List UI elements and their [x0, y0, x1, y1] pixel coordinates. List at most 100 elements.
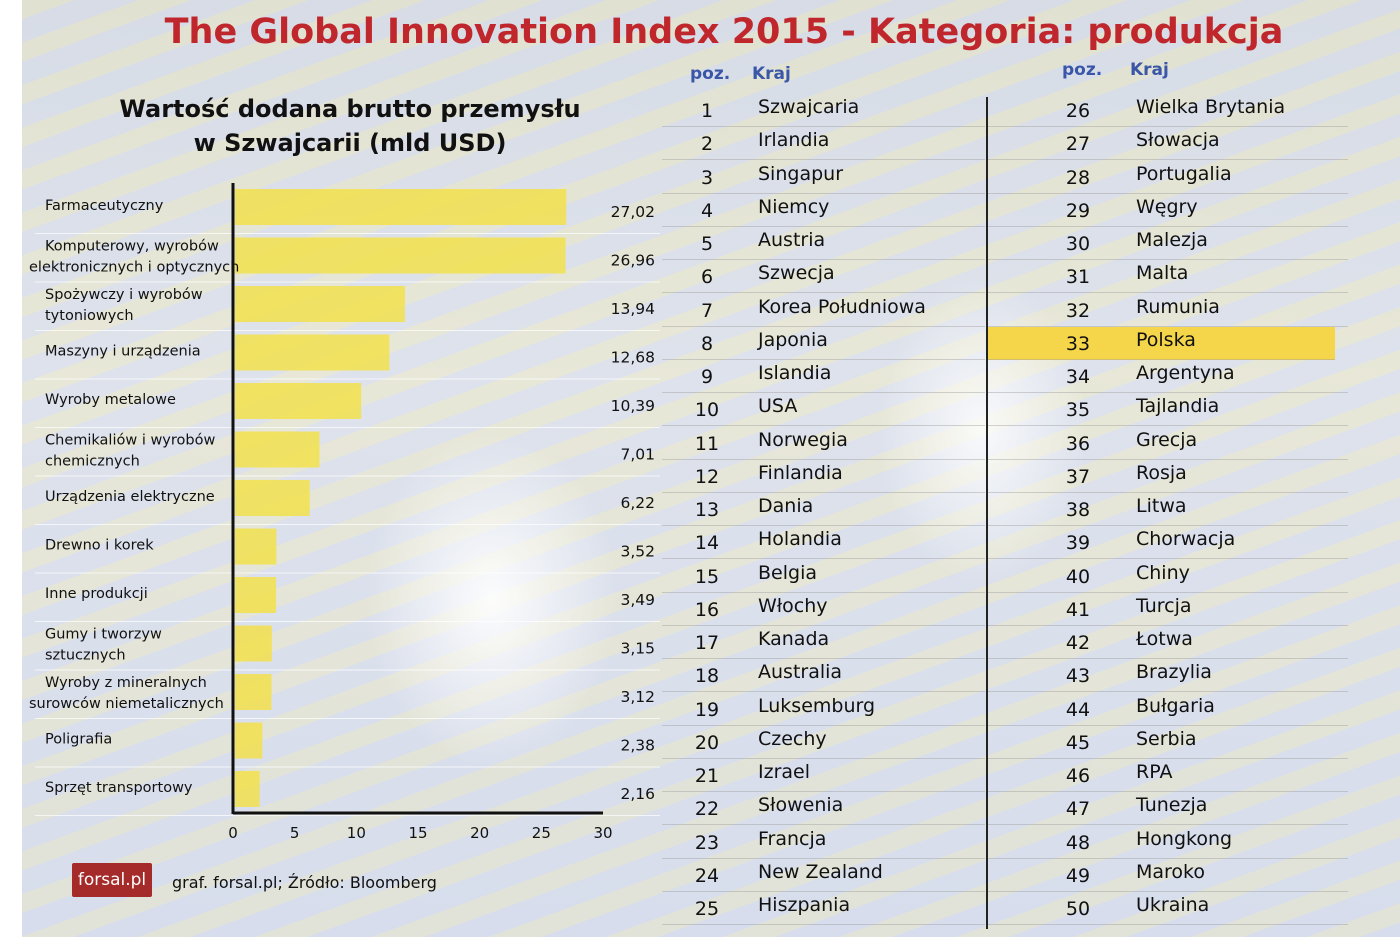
country: Grecja: [1136, 428, 1198, 451]
rank: 9: [700, 366, 714, 388]
table-row: 44 Bułgaria: [988, 693, 1348, 726]
rank: 15: [694, 565, 720, 588]
rank: 4: [700, 199, 714, 222]
table-row: 40 Chiny: [988, 560, 1348, 593]
table-row: 36 Grecja: [988, 427, 1348, 460]
category-label: elektronicznych i optycznych: [29, 260, 239, 276]
rank: 29: [1065, 199, 1091, 222]
table-row: 33 Polska: [988, 326, 1335, 360]
country: Portugalia: [1136, 162, 1232, 185]
table-row: 2 Irlandia: [662, 127, 985, 161]
category-label: Wyroby z mineralnych: [45, 675, 207, 691]
table-row: 42 Łotwa: [988, 626, 1348, 659]
rank: 13: [694, 499, 720, 521]
country: Szwecja: [758, 262, 835, 285]
bar: [235, 625, 272, 662]
page-title: The Global Innovation Index 2015 - Kateg…: [164, 12, 1284, 52]
country: Belgia: [758, 561, 817, 584]
table-row: 20 Czechy: [662, 726, 985, 759]
table-row: 25 Hiszpania: [662, 892, 985, 925]
rank: 48: [1065, 831, 1091, 854]
country: New Zealand: [758, 860, 883, 883]
rank: 25: [694, 898, 720, 920]
rank: 41: [1065, 598, 1091, 621]
category-label: Spożywczy i wyrobów: [45, 287, 203, 303]
rank: 1: [700, 100, 714, 122]
column-divider: [986, 97, 988, 929]
table-row: 29 Węgry: [988, 194, 1348, 227]
x-tick-label: 25: [532, 824, 551, 842]
category-label: chemicznych: [45, 454, 140, 470]
country: Polska: [1136, 328, 1196, 351]
country: Singapur: [758, 162, 843, 185]
rank: 50: [1065, 898, 1091, 920]
table-row: 41 Turcja: [988, 593, 1348, 626]
header-pos-left: poz.: [690, 64, 731, 84]
table-row: 15 Belgia: [662, 560, 985, 593]
rank: 22: [694, 798, 720, 821]
bar: [235, 771, 260, 807]
category-label: Maszyny i urządzenia: [45, 344, 201, 360]
bar: [235, 528, 277, 565]
rank: 14: [694, 532, 720, 555]
rank: 31: [1065, 266, 1091, 289]
category-label: Wyroby metalowe: [45, 392, 176, 408]
table-row: 37 Rosja: [988, 460, 1348, 493]
category-label: Sprzęt transportowy: [45, 780, 193, 796]
country: Australia: [758, 661, 843, 684]
country: Hongkong: [1136, 827, 1233, 850]
country: Islandia: [758, 362, 832, 384]
chart-title-line: w Szwajcarii (mld USD): [193, 129, 507, 157]
table-row: 11 Norwegia: [662, 427, 985, 460]
country: Czechy: [758, 727, 827, 750]
country: Francja: [758, 827, 827, 850]
rank: 20: [694, 731, 720, 754]
rank: 7: [700, 299, 714, 322]
rank: 44: [1065, 698, 1091, 721]
country: Holandia: [758, 528, 842, 551]
table-row: 5 Austria: [662, 227, 985, 260]
rank: 38: [1065, 499, 1091, 521]
table-row: 7 Korea Południowa: [662, 294, 985, 327]
header-country-right: Kraj: [1130, 60, 1169, 80]
table-row: 23 Francja: [662, 826, 985, 859]
rank: 26: [1065, 100, 1091, 122]
bar: [235, 674, 272, 710]
table-row: 17 Kanada: [662, 626, 985, 659]
bar: [235, 237, 566, 274]
value-label: 3,12: [620, 688, 655, 706]
country: Serbia: [1136, 727, 1197, 750]
country: Brazylia: [1136, 661, 1212, 684]
table-row: 9 Islandia: [662, 360, 985, 393]
country: Włochy: [758, 594, 828, 617]
forsal-logo[interactable]: forsal.pl: [72, 863, 152, 897]
bar: [235, 480, 310, 516]
rank: 17: [694, 632, 720, 654]
rank: 21: [694, 765, 720, 787]
rank: 47: [1065, 798, 1091, 821]
bar: [235, 286, 405, 322]
category-label: Poligrafia: [45, 732, 112, 748]
rank: 45: [1065, 731, 1091, 754]
bar: [235, 577, 277, 613]
value-label: 12,68: [611, 349, 655, 367]
table-row: 39 Chorwacja: [988, 526, 1348, 560]
chart-title: Wartość dodana brutto przemysłu w Szwajc…: [100, 92, 600, 160]
table-row: 30 Malezja: [988, 227, 1348, 260]
table-row: 12 Finlandia: [662, 460, 985, 493]
value-label: 3,15: [620, 640, 655, 658]
header-country-left: Kraj: [752, 64, 791, 84]
country: Litwa: [1136, 495, 1187, 517]
category-label: Urządzenia elektryczne: [45, 489, 215, 505]
country: Tajlandia: [1136, 395, 1220, 418]
bar: [235, 722, 263, 759]
table-row: 26 Wielka Brytania: [988, 94, 1348, 127]
value-label: 13,94: [611, 300, 655, 318]
table-row: 6 Szwecja: [662, 260, 985, 294]
rank: 3: [700, 166, 714, 189]
value-label: 6,22: [620, 494, 655, 512]
country: Chiny: [1136, 561, 1190, 584]
table-row: 28 Portugalia: [988, 161, 1348, 194]
category-label: tytoniowych: [45, 308, 134, 324]
country: Chorwacja: [1136, 528, 1236, 551]
